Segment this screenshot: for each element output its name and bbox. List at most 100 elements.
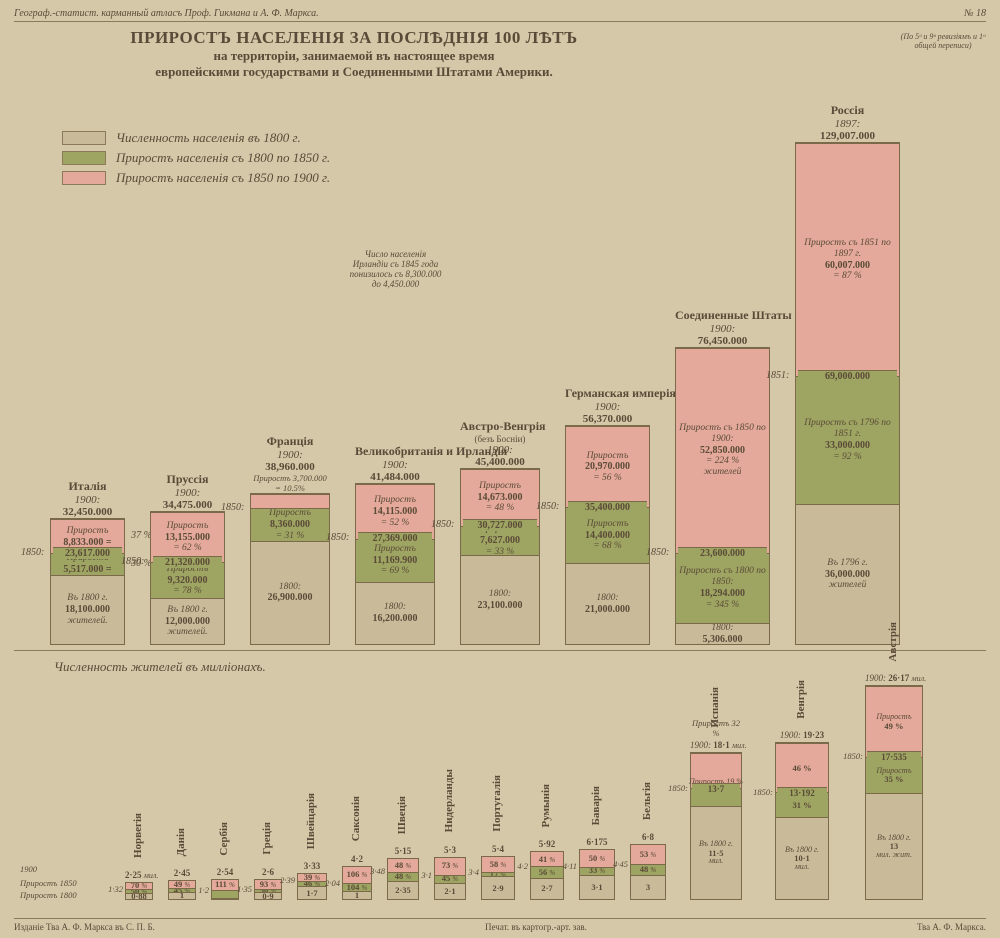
seg-label2: жителей [704,467,742,478]
seg-label: 1800: [384,602,406,613]
small-1850-year: 1·35 [237,884,252,894]
footer-right: Тва А. Ф. Маркса. [917,922,986,932]
seg-label: 1800: [596,593,618,604]
country-name: Австро-Венгрія [460,419,540,434]
axis-p1800: Приростъ 1800 [20,890,77,900]
seg-value: 9,320.000 [168,575,208,587]
seg-label: Приростъ [479,481,521,492]
small-bar-column: Швейцарія3·332·391·746 %39 % [297,873,327,900]
small-1850-year: 1·32 [108,884,123,894]
small-total: 2·54 [211,867,239,877]
small-stack: 348 %53 % [630,844,666,900]
small-country-name: Венгрія [795,680,807,719]
bottom-chart: Численность жителей въ милліонахъ. 1900П… [20,655,980,900]
total-1850: 27,369.000 [358,532,432,544]
small-bar-column: Португалія5·43·42·917 %58 % [481,856,515,900]
bar-total: 38,960.000 [250,461,330,473]
small-segment: 2·7 [531,878,563,899]
small-country-name: Португалія [491,775,503,832]
small-total: 4·2 [342,854,372,864]
bar-header: Соединенные Штаты Америки1900:76,450.000 [675,308,770,347]
seg-value: 36,000.000 [825,569,870,581]
bar-total: 76,450.000 [675,335,770,347]
small-total: 5·3 [434,845,466,855]
bar-column: Австро-Венгрія(безъ Босніи)1900:45,400.0… [460,419,540,645]
bar-segment: Приростъ14,400.000= 68 % [566,507,649,563]
seg-value: 16,200.000 [373,613,418,625]
small-stack: 2·917 %58 % [481,856,515,900]
seg-value: 13,155.000 [165,532,210,544]
header-left: Географ.-статист. карманный атласъ Проф.… [14,8,319,19]
small-country-name: Швеція [396,796,408,834]
axis-p1850: Приростъ 1850 [20,878,77,888]
bar-segment: 1800:23,100.000 [461,555,539,644]
axis-1900: 1900 [20,864,77,874]
country-name: Франція [250,434,330,449]
seg-value: 5,306.000 [703,634,743,644]
seg-label: Приростъ [587,519,629,530]
seg-value: 12,000.000 [165,616,210,628]
bar-year: 1900: [250,449,330,461]
seg-value: 52,850.000 [700,445,745,457]
bar-segment: 1800:5,306.000 [676,623,769,644]
bar-stack: Въ 1800 г.12,000.000жителей.Приростъ9,32… [150,511,225,645]
bar-year: 1900: [565,401,650,413]
bar-total: 45,400.000 [460,456,540,468]
country-name: Пруссія [150,472,225,487]
seg-value: 11,169.900 [373,555,417,567]
seg-pct: = 31 % [276,531,305,541]
bar-segment [251,494,329,508]
small-bar-column: Данія2·45145 %49 % [168,880,196,900]
small-segment: 2·1 [435,883,465,899]
small-total: 5·92 [530,839,564,849]
small-1850-value: 13·192 [777,787,827,798]
bar-column: Пруссія1900:34,475.000Въ 1800 г.12,000.0… [150,472,225,645]
side-year-1850: 1850: [21,547,44,558]
small-segment: 39 % [298,874,326,881]
bar-header: Пруссія1900:34,475.000 [150,472,225,511]
seg-pct: = 62 % [173,543,202,554]
total-1850: 23,617.000 [53,547,122,559]
small-segment: 45 % [435,875,465,883]
footer-left: Изданіе Тва А. Ф. Маркса въ С. П. Б. [14,922,155,932]
seg-value: 7,627.000 [480,535,520,547]
seg-pct: = 78 % [173,586,202,597]
seg-value: 18,100.000 [65,604,110,616]
seg-value: 20,970.000 [585,461,630,473]
small-country-name: Саксонія [350,796,362,841]
bar-column: Соединенные Штаты Америки1900:76,450.000… [675,308,770,645]
bar-segment: 1800:26,900.000 [251,541,329,644]
country-name: Соединенные Штаты Америки [675,308,770,323]
small-segment: 41 % [531,852,563,866]
side-year-1850: 1850: [536,501,559,512]
small-bar-column: Нидерланды5·33·12·145 %73 % [434,857,466,900]
seg-pct: = 33 % [486,547,515,555]
seg-label2: жителей. [67,616,107,627]
small-country-name: Нидерланды [443,769,455,832]
small-total: 2·45 [168,868,196,878]
small-1850-year: 4·11 [563,861,577,871]
title-sub1: на территоріи, занимаемой въ настоящее в… [54,48,654,64]
bar-segment: Въ 1796 г.36,000.000жителей [796,504,899,644]
bar-stack: 1800:26,900.000Приростъ8,360.000= 31 %18… [250,493,330,645]
small-country-name: Баварія [590,786,602,825]
seg-value: 26,900.000 [268,592,313,604]
seg-pct: = 52 % [381,518,410,529]
bar-year: 1897: [795,118,900,130]
seg-value: 14,400.000 [585,530,630,542]
seg-label: 1800: [711,623,733,634]
seg-label: Приростъ [374,544,416,555]
bar-total: 34,475.000 [150,499,225,511]
small-1850-year: 3·4 [468,867,479,877]
small-bar-column: Сербія2·541·2111 % [211,879,239,900]
seg-label: Приростъ [587,451,629,462]
bar-stack: Въ 1796 г.36,000.000жителейПриростъ съ 1… [795,142,900,645]
small-segment: 1 [343,891,371,899]
seg-label: Въ 1800 г. [167,605,207,616]
small-1850-year: 2·04 [325,878,340,888]
small-1850-year: 1850: [668,783,688,793]
small-segment: 48 % [388,859,418,872]
bar-column: Германская имперія1900:56,370.0001800:21… [565,386,650,645]
side-year-1850: 1850: [326,532,349,543]
small-segment: 3·1 [580,875,614,899]
